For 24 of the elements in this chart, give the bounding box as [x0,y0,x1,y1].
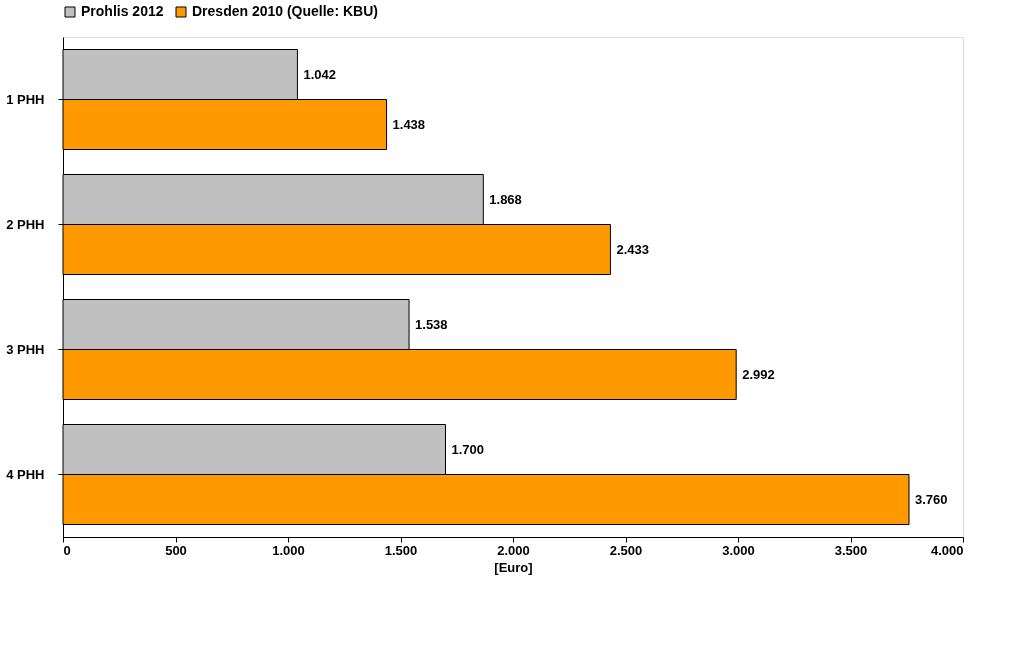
data-label: 2.992 [742,366,775,382]
x-axis-title: [Euro] [494,559,533,575]
y-tick-label: 3 PHH [6,341,45,357]
data-label: 1.042 [303,66,336,82]
x-tick-label: 500 [165,542,187,558]
data-label: 1.700 [451,441,485,457]
x-tick-label: 3.000 [722,542,755,558]
y-tick-label: 2 PHH [6,216,45,232]
x-tick-label: 2.000 [497,542,530,558]
x-tick-label: 4.000 [930,542,964,558]
y-tick-label: 4 PHH [6,466,45,482]
x-tick-label: 3.500 [834,542,868,558]
legend-label: Prohlis 2012 [81,3,164,19]
data-label: 2.433 [616,241,649,257]
y-tick-label: 1 PHH [6,91,45,107]
x-tick-label: 2.500 [609,542,643,558]
data-label: 3.760 [915,491,948,507]
legend-label: Dresden 2010 (Quelle: KBU) [192,3,378,19]
data-label: 1.868 [489,191,522,207]
data-label: 1.538 [415,316,448,332]
x-tick-label: 0 [63,542,71,558]
x-tick-label: 1.500 [384,542,418,558]
data-label: 1.438 [392,116,426,132]
x-tick-label: 1.000 [272,542,305,558]
